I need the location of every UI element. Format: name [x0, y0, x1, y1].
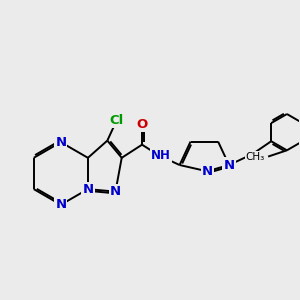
Text: N: N: [55, 136, 66, 149]
Text: N: N: [224, 158, 235, 172]
Text: CH₃: CH₃: [246, 152, 265, 162]
Text: N: N: [82, 183, 94, 196]
Text: O: O: [136, 118, 148, 131]
Text: N: N: [110, 185, 121, 198]
Text: NH: NH: [151, 149, 171, 162]
Text: Cl: Cl: [110, 114, 124, 127]
Text: N: N: [202, 165, 213, 178]
Text: N: N: [55, 198, 66, 211]
